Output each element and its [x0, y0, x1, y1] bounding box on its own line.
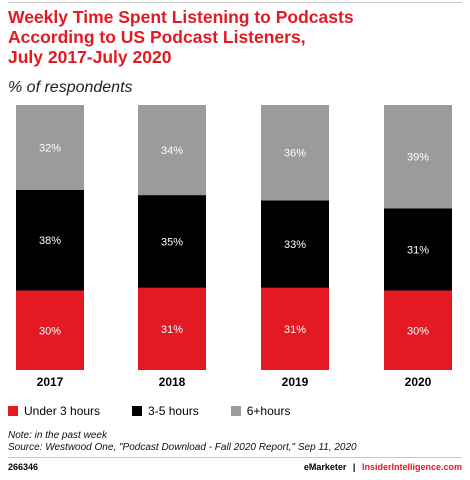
- bar-segment-2019-3-5-hours: [261, 200, 329, 288]
- x-tick-label-2017: 2017: [37, 375, 64, 389]
- bar-segment-2020-6-plushours: [384, 105, 452, 209]
- chart-note: Note: in the past week: [8, 430, 107, 441]
- bar-segment-2020-3-5-hours: [384, 208, 452, 291]
- data-label-2017-3-5-hours: 38%: [39, 235, 61, 247]
- bar-segment-2018-3-5-hours: [138, 195, 206, 288]
- data-label-2018-under-3-hours: 31%: [161, 324, 183, 336]
- chart-notes: Note: in the past week Source: Westwood …: [8, 430, 357, 454]
- bar-segment-2019-6-plushours: [261, 105, 329, 201]
- chart-subtitle: % of respondents: [8, 79, 133, 96]
- bar-segment-2020-under-3-hours: [384, 290, 452, 370]
- chart-source: Source: Westwood One, "Podcast Download …: [8, 442, 357, 453]
- data-label-2020-3-5-hours: 31%: [407, 244, 429, 256]
- brand-separator: |: [352, 462, 356, 472]
- bottom-divider: [8, 457, 462, 458]
- brand-name: eMarketer: [303, 462, 347, 472]
- data-label-2019-3-5-hours: 33%: [284, 239, 306, 251]
- legend-swatch-under-3-hours: [8, 406, 18, 416]
- legend-item-3-5-hours: 3-5 hours: [132, 404, 199, 418]
- data-label-2020-under-3-hours: 30%: [407, 325, 429, 337]
- data-label-2017-6-plushours: 32%: [39, 142, 61, 154]
- data-label-2020-6-plushours: 39%: [407, 152, 429, 164]
- brand-footer: eMarketer | InsiderIntelligence.com: [304, 462, 462, 472]
- bar-segment-2017-6-plushours: [16, 105, 84, 190]
- legend-item-under-3-hours: Under 3 hours: [8, 404, 100, 418]
- bar-segment-2017-3-5-hours: [16, 189, 84, 291]
- data-label-2018-3-5-hours: 35%: [161, 236, 183, 248]
- x-tick-label-2020: 2020: [405, 375, 432, 389]
- x-tick-label-2019: 2019: [282, 375, 309, 389]
- data-label-2019-under-3-hours: 31%: [284, 324, 306, 336]
- bar-segment-2017-under-3-hours: [16, 290, 84, 370]
- bar-segment-2019-under-3-hours: [261, 287, 329, 370]
- legend-item-6-plus-hours: 6+hours: [230, 404, 291, 418]
- data-label-2018-6-plushours: 34%: [161, 145, 183, 157]
- chart-title: Weekly Time Spent Listening to Podcasts …: [8, 7, 448, 67]
- x-tick-label-2018: 2018: [159, 375, 186, 389]
- brand-site-link[interactable]: InsiderIntelligence.com: [361, 462, 462, 472]
- bar-segment-2018-6-plushours: [138, 105, 206, 196]
- bar-segment-2018-under-3-hours: [138, 287, 206, 370]
- legend-swatch-3-5-hours: [132, 406, 143, 416]
- top-divider: [8, 2, 462, 3]
- legend-label-6-plus-hours: 6+hours: [246, 404, 291, 418]
- chart-title-line-1: Weekly Time Spent Listening to Podcasts: [8, 7, 354, 27]
- data-label-2017-under-3-hours: 30%: [39, 325, 61, 337]
- legend-label-3-5-hours: 3-5 hours: [148, 404, 199, 418]
- stacked-bar-chart: 30% 38% 32% 2017 31% 35% 34% 2018 31% 33% 36% 2019 3…: [16, 105, 452, 389]
- chart-title-line-2: According to US Podcast Listeners,: [8, 27, 306, 47]
- data-label-2019-6-plushours: 36%: [284, 148, 306, 160]
- chart-title-line-3: July 2017-July 2020: [8, 47, 172, 67]
- chart-legend: Under 3 hours 3-5 hours 6+hours: [8, 404, 322, 418]
- chart-id: 266346: [8, 462, 39, 472]
- legend-label-under-3-hours: Under 3 hours: [24, 404, 101, 418]
- legend-swatch-6-plus-hours: [230, 406, 241, 416]
